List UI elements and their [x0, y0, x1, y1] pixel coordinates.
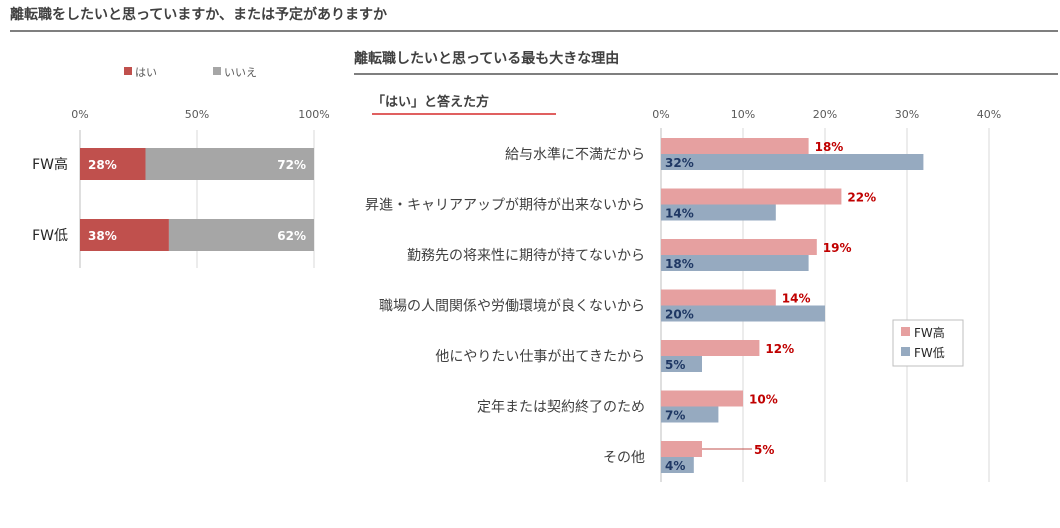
legend-swatch-fw-low	[901, 347, 910, 356]
data-label-fw-low: 18%	[665, 257, 694, 271]
category-label: 他にやりたい仕事が出てきたから	[435, 349, 645, 365]
bar-fw-high	[661, 138, 809, 154]
stacked-bar-chart: はい いいえ 0% 50% 100% FW高 28% 72% FW低 38% 62%	[32, 66, 330, 268]
category-label: 職場の人間関係や労働環境が良くないから	[379, 299, 645, 315]
data-label-fw-high: 19%	[823, 241, 852, 255]
x-tick-label: 40%	[977, 108, 1001, 121]
bar-no	[145, 148, 314, 180]
data-label-no: 62%	[277, 229, 306, 243]
legend-label-fw-high: FW高	[914, 325, 945, 340]
x-tick-label: 0%	[652, 108, 669, 121]
category-label: 勤務先の将来性に期待が持てないから	[407, 248, 645, 264]
bar-fw-high	[661, 340, 760, 356]
bar-fw-low	[661, 406, 719, 423]
data-label-fw-high: 10%	[749, 393, 778, 407]
bar-fw-low	[661, 356, 702, 372]
bar-fw-low	[661, 457, 694, 473]
bar-no	[168, 219, 314, 251]
section-note: 「はい」と答えた方	[372, 94, 489, 110]
data-label-fw-high: 18%	[815, 140, 844, 154]
bar-fw-high	[661, 390, 743, 407]
legend-label-fw-low: FW低	[914, 346, 945, 360]
data-label-fw-high: 14%	[782, 292, 811, 306]
reason-bar-chart: 0% 10% 20% 30% 40% 給与水準に不満だから 18% 32% 昇進・キャリアアップ…	[365, 108, 1001, 482]
bar-fw-low	[661, 255, 809, 271]
bar-yes	[80, 219, 169, 251]
bar-fw-low	[661, 204, 776, 221]
category-label: 給与水準に不満だから	[505, 147, 645, 163]
legend-label-yes: はい	[135, 66, 157, 79]
data-label-yes: 28%	[88, 158, 117, 172]
legend-swatch-fw-high	[901, 327, 910, 336]
bar-fw-high	[661, 188, 842, 205]
bar-fw-low	[661, 305, 825, 322]
data-label-fw-low: 14%	[665, 207, 694, 221]
data-label-fw-low: 20%	[665, 308, 694, 322]
bar-fw-high	[661, 289, 776, 306]
category-label: 昇進・キャリアアップが期待が出来ないから	[365, 198, 645, 214]
x-tick-label: 30%	[895, 108, 919, 121]
x-tick-label: 0%	[71, 108, 88, 121]
data-label-fw-high: 12%	[765, 342, 794, 356]
category-label: FW低	[32, 228, 68, 244]
legend-label-no: いいえ	[224, 66, 257, 79]
bar-yes	[80, 148, 146, 180]
data-label-fw-low: 7%	[665, 409, 685, 423]
legend-swatch-no	[213, 67, 221, 75]
data-label-fw-high: 22%	[847, 191, 876, 205]
x-tick-label: 100%	[298, 108, 329, 121]
category-label: FW高	[32, 156, 68, 173]
section-title: 離転職したいと思っている最も大きな理由	[354, 50, 619, 67]
data-label-no: 72%	[277, 158, 306, 172]
bar-fw-high	[661, 441, 702, 457]
bar-fw-high	[661, 239, 817, 255]
data-label-fw-low: 5%	[665, 358, 685, 372]
page-title: 離転職をしたいと思っていますか、または予定がありますか	[10, 6, 387, 23]
category-label: その他	[603, 450, 645, 466]
bar-fw-low	[661, 154, 924, 170]
data-label-fw-low: 32%	[665, 156, 694, 170]
x-tick-label: 50%	[185, 108, 209, 121]
data-label-fw-low: 4%	[665, 459, 685, 473]
category-label: 定年または契約終了のため	[477, 400, 645, 416]
data-label-yes: 38%	[88, 229, 117, 243]
legend-swatch-yes	[124, 67, 132, 75]
x-tick-label: 20%	[813, 108, 837, 121]
x-tick-label: 10%	[731, 108, 755, 121]
data-label-fw-high: 5%	[754, 443, 774, 457]
